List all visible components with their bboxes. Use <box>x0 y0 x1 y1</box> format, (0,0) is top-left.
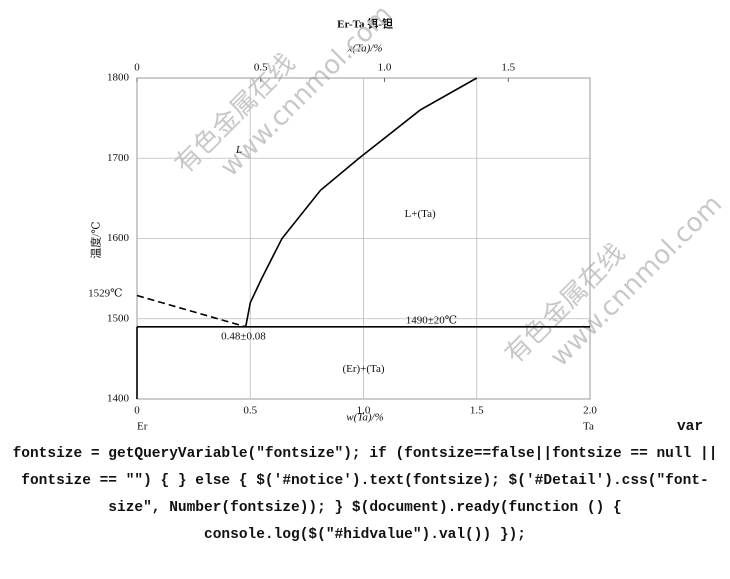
annotation: 1490±20℃ <box>406 315 457 327</box>
x2-tick-label: 0.5 <box>254 62 268 74</box>
annotation: (Er)+(Ta) <box>342 363 384 375</box>
phase-line <box>244 77 478 327</box>
code-text: var fontsize = getQueryVariable("fontsiz… <box>12 419 718 543</box>
x-tick-label: 1.5 <box>470 405 484 417</box>
x-tick-label: 0.5 <box>243 405 257 417</box>
annotation: 0.48±0.08 <box>221 331 266 343</box>
x2-axis-label: x(Ta)/% <box>346 43 382 55</box>
y-tick-label: 1600 <box>107 232 130 244</box>
x2-tick-label: 0 <box>134 62 140 74</box>
y-tick-label: 1500 <box>107 312 130 324</box>
x-tick-label: 1.0 <box>357 405 371 417</box>
left-element: Er <box>137 421 148 433</box>
y-tick-label: 1800 <box>107 72 130 84</box>
y-tick-label: 1400 <box>107 393 130 405</box>
x-tick-label: 0 <box>134 405 140 417</box>
annotation: L <box>235 144 242 156</box>
right-element: Ta <box>583 421 594 433</box>
x-axis-label: w(Ta)/% <box>346 412 384 424</box>
y-axis-label: 温度/℃ <box>89 221 103 258</box>
annotation: L+(Ta) <box>405 208 436 220</box>
phase-line <box>136 294 246 328</box>
x2-tick-label: 1.0 <box>378 62 392 74</box>
y-tick-label: 1700 <box>107 152 130 164</box>
chart-title: Er-Ta 铒-钽 <box>337 17 393 31</box>
annotation: 1529℃ <box>88 287 122 299</box>
x-tick-label: 2.0 <box>583 405 597 417</box>
x2-tick-label: 1.5 <box>501 62 515 74</box>
